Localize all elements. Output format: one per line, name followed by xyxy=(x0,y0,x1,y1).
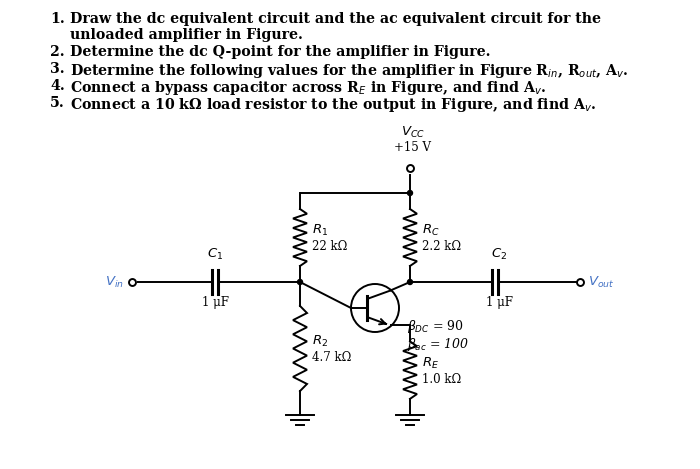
Text: 1.0 kΩ: 1.0 kΩ xyxy=(422,373,461,386)
Text: $C_1$: $C_1$ xyxy=(207,247,223,262)
Text: $\beta_{ac}$ = 100: $\beta_{ac}$ = 100 xyxy=(407,335,470,353)
Text: Connect a 10 kΩ load resistor to the output in Figure, and find A$_v$.: Connect a 10 kΩ load resistor to the out… xyxy=(70,96,596,114)
Text: unloaded amplifier in Figure.: unloaded amplifier in Figure. xyxy=(70,28,303,42)
Text: 1.: 1. xyxy=(50,12,64,26)
Text: 4.7 kΩ: 4.7 kΩ xyxy=(312,351,351,364)
Text: $C_2$: $C_2$ xyxy=(491,247,507,262)
Text: 22 kΩ: 22 kΩ xyxy=(312,240,347,253)
Text: $\beta_{DC}$ = 90: $\beta_{DC}$ = 90 xyxy=(407,318,464,334)
Text: 5.: 5. xyxy=(50,96,64,110)
Text: Determine the following values for the amplifier in Figure R$_{in}$, R$_{out}$, : Determine the following values for the a… xyxy=(70,62,629,80)
Text: $R_2$: $R_2$ xyxy=(312,334,328,349)
Text: 1 μF: 1 μF xyxy=(486,296,512,309)
Text: 2.2 kΩ: 2.2 kΩ xyxy=(422,240,461,253)
Circle shape xyxy=(407,280,412,285)
Text: 1 μF: 1 μF xyxy=(202,296,228,309)
Text: 4.: 4. xyxy=(50,79,64,93)
Text: +15 V: +15 V xyxy=(393,141,430,154)
Text: $V_{CC}$: $V_{CC}$ xyxy=(401,125,425,140)
Text: $R_C$: $R_C$ xyxy=(422,223,440,238)
Text: $V_{in}$: $V_{in}$ xyxy=(105,274,124,289)
Text: $R_1$: $R_1$ xyxy=(312,223,328,238)
Text: Connect a bypass capacitor across R$_E$ in Figure, and find A$_v$.: Connect a bypass capacitor across R$_E$ … xyxy=(70,79,546,97)
Text: $V_{out}$: $V_{out}$ xyxy=(588,274,615,289)
Text: $R_E$: $R_E$ xyxy=(422,356,439,371)
Circle shape xyxy=(407,190,412,196)
Text: Draw the dc equivalent circuit and the ac equivalent circuit for the: Draw the dc equivalent circuit and the a… xyxy=(70,12,601,26)
Text: 3.: 3. xyxy=(50,62,64,76)
Text: Determine the dc Q-point for the amplifier in Figure.: Determine the dc Q-point for the amplifi… xyxy=(70,45,491,59)
Text: 2.: 2. xyxy=(50,45,64,59)
Circle shape xyxy=(298,280,302,285)
